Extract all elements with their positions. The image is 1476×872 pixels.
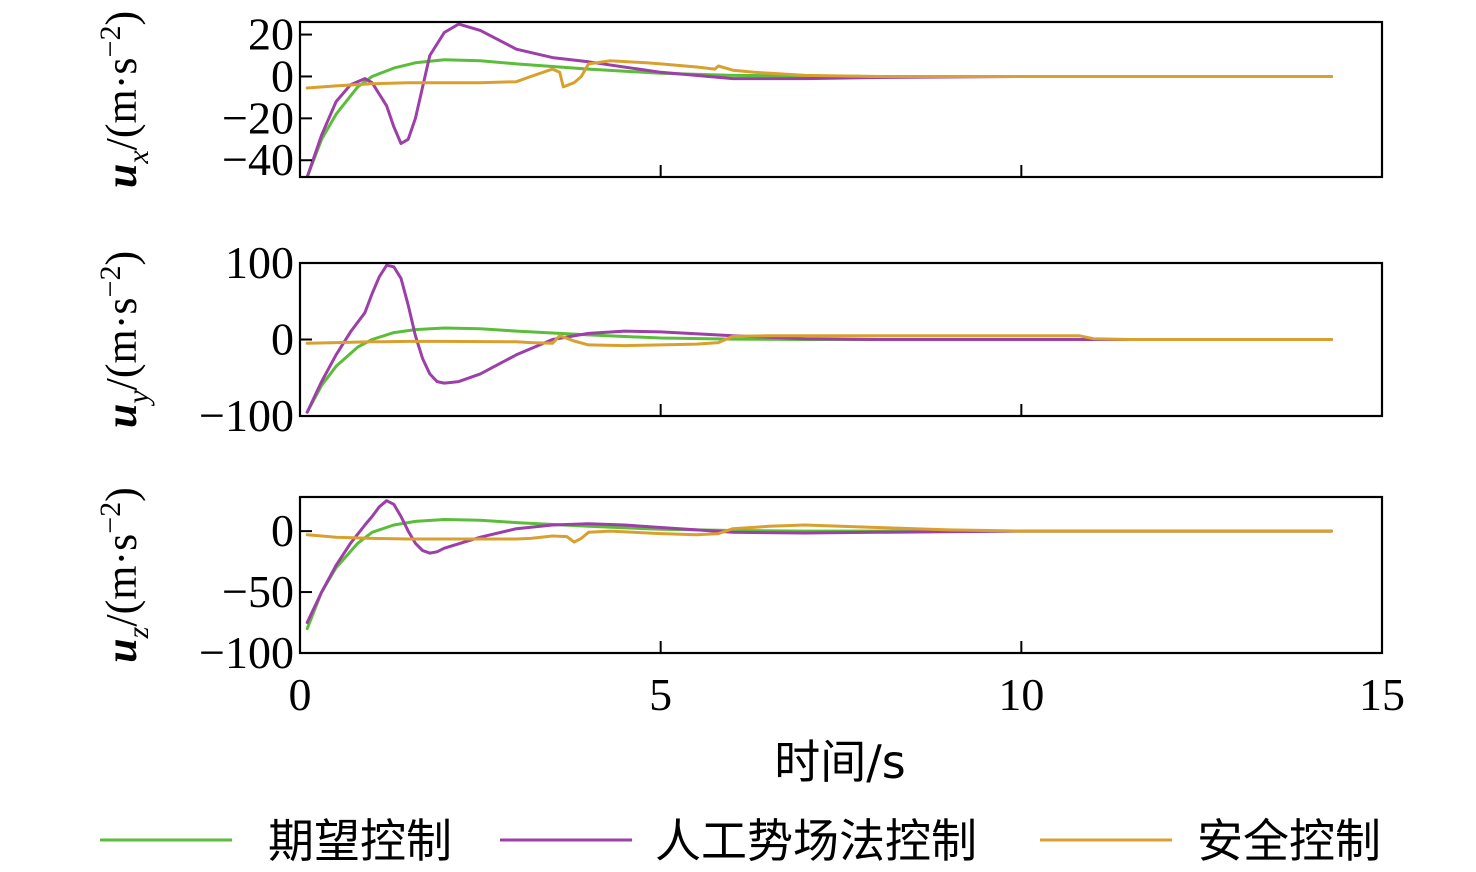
legend-label-1: 期望控制 [268,814,452,868]
y-axis-label-uy: uy/(m·s−2) [94,251,155,428]
ylabel-close: ) [97,487,146,502]
ylabel-unit: /(m·s [97,57,146,150]
y-tick-label-ux: 20 [248,9,294,60]
legend: 期望控制 人工势场法控制 安全控制 [100,814,1381,868]
ylabel-exp: −2 [94,502,127,534]
y-tick-label-uz: 0 [271,505,294,556]
ylabel-var: u [97,638,146,662]
y-tick-label-uy: −100 [199,390,294,441]
panel-ux: 200−20−40 ux/(m·s−2) [94,9,1384,188]
y-tick-label-ux: 0 [271,50,294,101]
x-tick-label: 15 [1359,669,1405,720]
y-axis-label-ux: ux/(m·s−2) [94,11,155,188]
axis-frame-uz [298,495,1384,655]
series-line-uz-1 [305,518,1333,631]
x-tick-label: 0 [289,669,312,720]
x-tick-label: 5 [649,669,672,720]
panel-uz: 0 −50 −100 uz/(m·s−2) [94,487,1384,678]
panel-uy: 100 0 −100 uy/(m·s−2) [94,237,1384,441]
ylabel-var: u [97,404,146,428]
plot-panels: 200−20−40ux/(m·s−2)1000−100uy/(m·s−2)0−5… [94,9,1405,720]
y-tick-label-uy: 0 [271,314,294,365]
series-line-ux-2 [305,22,1333,177]
series-line-uz-2 [305,499,1333,624]
y-tick-label-ux: −20 [222,92,294,143]
ylabel-sub: x [122,150,155,165]
y-tick-label-uz: −50 [222,566,294,617]
series-line-ux-3 [305,59,1333,90]
y-axis-label-uz: uz/(m·s−2) [94,487,155,663]
series-line-uy-2 [305,263,1333,414]
ylabel-close: ) [97,251,146,266]
ylabel-exp: −2 [94,266,127,298]
ylabel-sub: y [122,390,155,407]
ylabel-unit: /(m·s [97,297,146,390]
ylabel-var: u [97,164,146,188]
y-tick-label-uz: −100 [199,627,294,678]
ylabel-sub: z [122,626,155,639]
ylabel-close: ) [97,11,146,26]
y-tick-label-ux: −40 [222,134,294,185]
legend-label-2: 人工势场法控制 [655,814,977,868]
y-tick-label-uy: 100 [225,237,294,288]
axis-frame-ux [298,20,1384,179]
ylabel-exp: −2 [94,26,127,58]
series-line-uy-3 [305,334,1333,348]
x-axis-label: 时间/s [774,735,905,789]
legend-label-3: 安全控制 [1197,814,1381,868]
x-tick-label: 10 [998,669,1044,720]
ylabel-unit: /(m·s [97,534,146,627]
series-line-uz-3 [305,523,1333,544]
